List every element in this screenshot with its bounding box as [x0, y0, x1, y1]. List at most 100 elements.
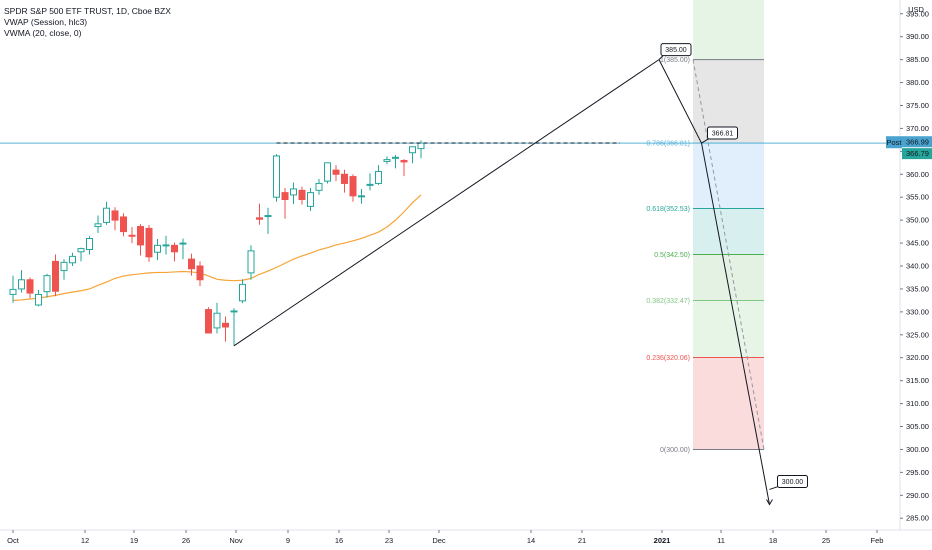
candle-body [9, 288, 17, 295]
candle-body [349, 176, 357, 197]
candle-body [137, 226, 144, 246]
candle-body [26, 279, 34, 294]
time-tick-label: 11 [717, 536, 725, 545]
candle-body [392, 156, 399, 159]
time-tick-label: Oct [7, 536, 20, 545]
fib-trend-diagonal [692, 59, 765, 450]
time-tick-label: 21 [578, 536, 586, 545]
candle [162, 235, 170, 255]
candle-body [18, 279, 25, 290]
time-tick-label: 14 [527, 536, 535, 545]
fib-level-label: 0.382(332.47) [646, 298, 690, 305]
trend-drawings[interactable]: 385.00 366.81 300.00 [0, 43, 900, 506]
fib-zone [693, 143, 764, 209]
candle [315, 178, 323, 195]
time-tick-label: 12 [81, 536, 89, 545]
price-tick-label: 305.00 [906, 422, 929, 431]
price-tick-label: 315.00 [906, 376, 929, 385]
candle [111, 207, 119, 231]
candle [290, 182, 297, 205]
candle-body [332, 169, 340, 175]
candle [188, 253, 195, 276]
price-tick-label: 325.00 [906, 330, 929, 339]
candle [341, 169, 348, 193]
price-tick-label: 370.00 [906, 124, 929, 133]
candle [77, 247, 85, 262]
fib-zone [693, 357, 764, 450]
candle-body [409, 146, 416, 154]
candle-body [111, 210, 119, 221]
price-tick-label: 295.00 [906, 468, 929, 477]
price-tick-label: 330.00 [906, 307, 929, 316]
post-price-value: 366.99 [906, 138, 929, 147]
candle [196, 261, 204, 287]
price-callout: 385.00 [658, 43, 692, 60]
candle [205, 307, 212, 334]
candle-body [128, 234, 136, 237]
candle-body [341, 173, 348, 184]
candle [137, 224, 144, 256]
time-tick-label: 26 [182, 536, 190, 545]
time-axis[interactable]: Oct 12 19 26 Nov 9 16 23 Dec 14 21 2021 11 18 25 Feb [0, 529, 932, 550]
price-axis[interactable]: USD 285.00 290.00 295.00 300.00 305.00 310.00 3… [886, 0, 932, 550]
price-callout: 366.81 [701, 126, 738, 144]
candle [145, 225, 153, 262]
candle-body [290, 188, 297, 196]
candle-body [213, 312, 221, 329]
candle [52, 254, 59, 297]
price-tick-label: 390.00 [906, 32, 929, 41]
fib-level-label: 0.618(352.53) [646, 206, 690, 213]
candle [103, 201, 110, 225]
price-tick-label: 285.00 [906, 514, 929, 523]
time-tick-label: Feb [871, 536, 884, 545]
callout-box [660, 43, 692, 57]
price-tick-label: 345.00 [906, 239, 929, 248]
candle [298, 186, 306, 205]
candle-body [247, 250, 255, 274]
symbol-title[interactable]: SPDR S&P 500 ETF TRUST, 1D, Cboe BZX [4, 6, 171, 16]
vwap-indicator-label[interactable]: VWAP (Session, hlc3) [4, 17, 88, 27]
last-price-badge [902, 148, 932, 160]
candle-body [120, 216, 127, 233]
price-tick-label: 375.00 [906, 101, 929, 110]
candle-body [383, 159, 391, 162]
time-tick-label: Nov [229, 536, 243, 545]
candle [324, 162, 331, 184]
price-tick-label: 320.00 [906, 353, 929, 362]
vwma-indicator-label[interactable]: VWMA (20, close, 0) [4, 28, 82, 38]
candle-body [273, 155, 280, 198]
price-tick-label: 355.00 [906, 193, 929, 202]
candle-body [417, 142, 425, 150]
candle [179, 238, 187, 260]
time-tick-label: 23 [385, 536, 393, 545]
price-tick-label: 310.00 [906, 399, 929, 408]
candle [154, 238, 161, 261]
candle [171, 242, 178, 262]
candle-body [205, 309, 212, 334]
vwma-line [12, 194, 422, 301]
post-price-badge [902, 136, 932, 148]
candle-body [298, 189, 306, 201]
support-trendline [233, 59, 660, 347]
candle-body [35, 293, 42, 306]
fibonacci-retracement[interactable]: 1(385.00) 0.786(366.81) 0.618(352.53) 0.5(3… [646, 0, 765, 454]
candle-body [69, 255, 76, 264]
time-tick-label: 16 [335, 536, 343, 545]
candle [60, 259, 68, 280]
price-axis-background [900, 0, 932, 550]
time-tick-label: 19 [130, 536, 138, 545]
candle [383, 156, 391, 165]
candle [213, 302, 221, 334]
candle-body [375, 171, 382, 184]
price-tick-label: 290.00 [906, 491, 929, 500]
time-axis-background [0, 530, 932, 550]
candle-body [366, 183, 374, 186]
candle-body [86, 237, 93, 250]
fib-level-label: 0.5(342.50) [654, 252, 690, 259]
chart-legend: SPDR S&P 500 ETF TRUST, 1D, Cboe BZX VWA… [4, 6, 171, 39]
candle-body [281, 192, 289, 201]
callout-label: 366.81 [712, 131, 734, 138]
fib-zone [693, 254, 764, 301]
post-label: Post [886, 138, 902, 147]
